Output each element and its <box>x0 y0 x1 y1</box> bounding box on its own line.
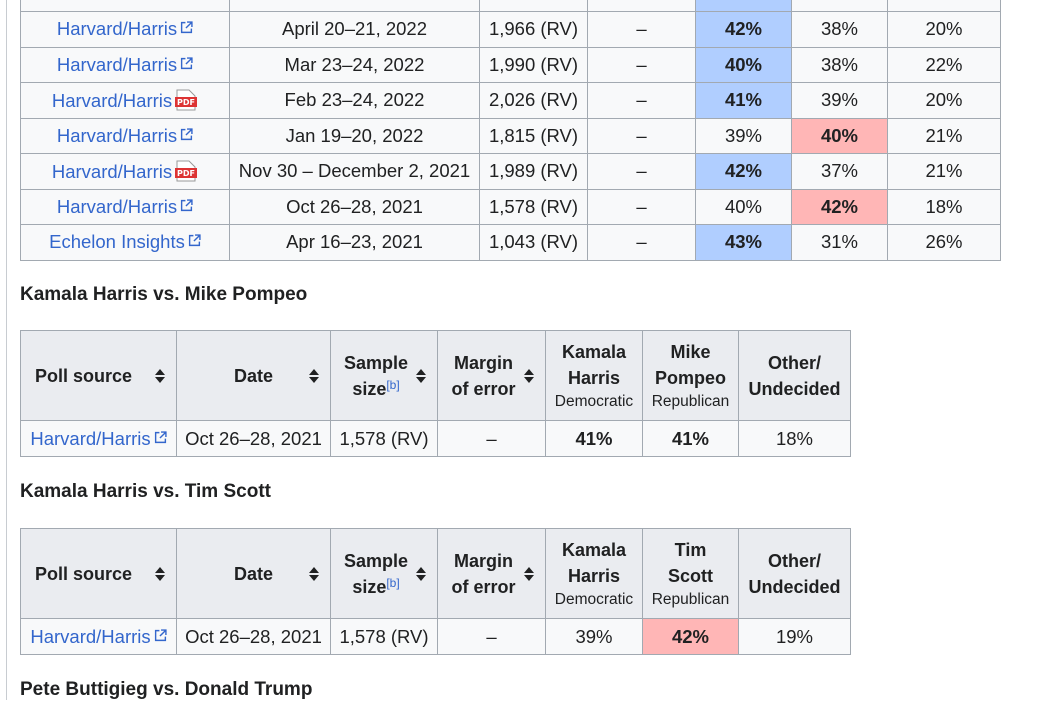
external-link-icon <box>188 234 201 247</box>
col-header-other-undecided: Other/Undecided <box>738 330 851 421</box>
col-header-sample-size[interactable]: Sample size[b] <box>330 528 438 619</box>
table-row: Harvard/Harris PDF Feb 23–24, 2022 2,026 (R… <box>20 82 1001 119</box>
poll-source-link[interactable]: Harvard/Harris <box>57 18 193 39</box>
table-header-row: Poll source Date Sample size[b] Margin of … <box>20 330 851 421</box>
poll-source-link[interactable]: Harvard/Harris <box>57 196 193 217</box>
table-row: Harvard/Harris April 20–21, 2022 1,966 (RV… <box>20 11 1001 48</box>
poll-source-link[interactable]: Harvard/Harris <box>30 428 167 449</box>
table-row: Harvard/Harris PDF Nov 30 – December 2, 20… <box>20 153 1001 190</box>
table-row: Harvard/Harris Jan 19–20, 2022 1,815 (RV) –… <box>20 117 1001 154</box>
footnote-link[interactable]: [b] <box>386 575 400 590</box>
sort-icon <box>309 368 319 383</box>
col-header-other-undecided: Other/Undecided <box>738 528 851 619</box>
poll-source-link[interactable]: Harvard/Harris PDF <box>52 160 198 182</box>
col-header-sample-size[interactable]: Sample size[b] <box>330 330 438 421</box>
col-header-candidate-1: Kamala Harris Democratic <box>545 330 643 421</box>
poll-source-link[interactable]: Harvard/Harris <box>57 125 193 146</box>
table-row: Harvard/Harris Mar 23–24, 2022 1,990 (RV) –… <box>20 46 1001 83</box>
external-link-icon <box>181 21 193 34</box>
poll-table-harris-pompeo: Poll source Date Sample size[b] Margin of … <box>20 330 851 457</box>
col-header-poll-source[interactable]: Poll source <box>20 330 177 421</box>
external-link-icon <box>154 628 167 641</box>
table-row: Harvard/Harris Oct 26–28, 2021 1,578 (RV… <box>20 618 851 655</box>
col-header-margin-of-error[interactable]: Margin of error <box>437 330 546 421</box>
section-heading-buttigieg-trump: Pete Buttigieg vs. Donald Trump <box>20 679 313 700</box>
external-link-icon <box>181 199 193 211</box>
col-header-date[interactable]: Date <box>176 330 331 421</box>
pdf-icon: PDF <box>175 160 198 182</box>
external-link-icon <box>181 128 193 140</box>
table-row-partial <box>20 0 1001 12</box>
footnote-link[interactable]: [b] <box>386 377 400 392</box>
table-header-row: Poll source Date Sample size[b] Margin of … <box>20 528 851 619</box>
pdf-icon: PDF <box>175 89 198 111</box>
section-heading-harris-scott: Kamala Harris vs. Tim Scott <box>20 481 271 502</box>
table-row: Harvard/Harris Oct 26–28, 2021 1,578 (RV) –… <box>20 188 1001 225</box>
col-header-poll-source[interactable]: Poll source <box>20 528 177 619</box>
section-heading-harris-pompeo: Kamala Harris vs. Mike Pompeo <box>20 284 308 305</box>
col-header-date[interactable]: Date <box>176 528 331 619</box>
sort-icon <box>416 368 426 383</box>
sort-icon <box>524 368 534 383</box>
svg-text:PDF: PDF <box>177 169 195 178</box>
svg-text:PDF: PDF <box>177 98 195 107</box>
poll-source-link[interactable]: Harvard/Harris <box>57 54 193 75</box>
col-header-candidate-2: Tim Scott Republican <box>642 528 739 619</box>
col-header-candidate-1: Kamala Harris Democratic <box>545 528 643 619</box>
sort-icon <box>524 566 534 581</box>
col-header-candidate-2: Mike Pompeo Republican <box>642 330 739 421</box>
poll-table-top: Harvard/Harris April 20–21, 2022 1,966 (RV… <box>20 0 1001 261</box>
sort-icon <box>309 566 319 581</box>
sort-icon <box>416 566 426 581</box>
table-row: Harvard/Harris Oct 26–28, 2021 1,578 (RV… <box>20 420 851 457</box>
sort-icon <box>155 566 165 581</box>
poll-table-harris-scott: Poll source Date Sample size[b] Margin of … <box>20 528 851 655</box>
col-header-margin-of-error[interactable]: Margin of error <box>437 528 546 619</box>
external-link-icon <box>181 57 193 69</box>
table-row: Echelon Insights Apr 16–23, 2021 1,043 (RV… <box>20 224 1001 261</box>
content-left-border <box>6 0 7 700</box>
external-link-icon <box>154 430 167 443</box>
poll-source-link[interactable]: Harvard/Harris PDF <box>52 89 198 111</box>
poll-source-link[interactable]: Echelon Insights <box>49 231 201 252</box>
poll-source-link[interactable]: Harvard/Harris <box>30 626 167 647</box>
sort-icon <box>155 368 165 383</box>
